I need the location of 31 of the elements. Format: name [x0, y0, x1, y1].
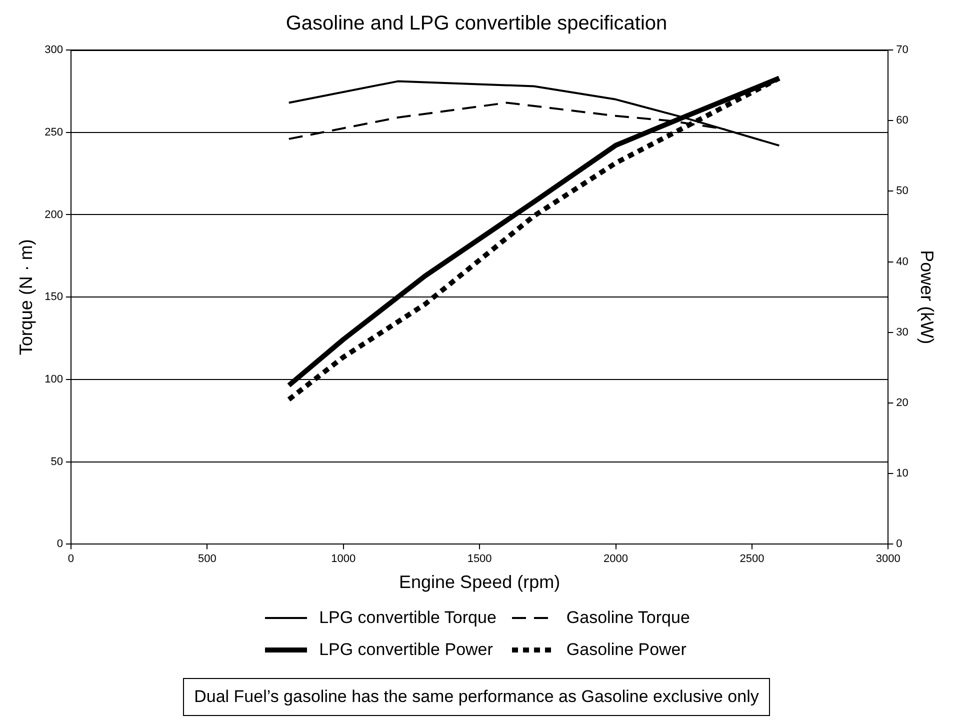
legend-label: Gasoline Torque: [566, 608, 690, 628]
y2-tick-label: 70: [896, 44, 908, 56]
y2-tick-label: 60: [896, 114, 908, 127]
y-tick-label: 300: [44, 44, 63, 56]
legend-label: Gasoline Power: [566, 640, 686, 660]
x-axis-title: Engine Speed (rpm): [399, 572, 560, 592]
chart-title: Gasoline and LPG convertible specification: [286, 12, 668, 35]
y2-tick-label: 30: [896, 326, 908, 338]
y-tick-label: 200: [44, 208, 63, 221]
y-tick-label: 50: [50, 456, 63, 468]
y-tick-label: 150: [44, 291, 63, 304]
y2-tick-label: 50: [896, 185, 908, 198]
x-tick-label: 2500: [740, 552, 764, 565]
legend-label: LPG convertible Torque: [319, 608, 496, 628]
y-tick-label: 0: [56, 538, 63, 550]
x-tick-label: 500: [198, 552, 216, 565]
y-tick-label: 250: [44, 126, 63, 138]
x-tick-label: 1000: [331, 552, 356, 565]
y2-tick-label: 0: [896, 538, 902, 550]
x-tick-label: 0: [68, 552, 74, 565]
x-tick-label: 2000: [604, 552, 628, 565]
y2-tick-label: 10: [896, 468, 908, 480]
y2-tick-label: 20: [896, 397, 908, 410]
y-tick-label: 100: [44, 374, 63, 386]
text: Dual Fuel’s gasoline has the same performance as Gasoline exclusive only: [183, 678, 770, 716]
y-axis-title: Torque (N · m): [16, 239, 36, 356]
x-tick-label: 1500: [467, 552, 492, 565]
legend-label: LPG convertible Power: [319, 640, 493, 660]
y2-tick-label: 40: [896, 256, 908, 268]
y2-axis-title: Power (kW): [917, 250, 938, 344]
x-tick-label: 3000: [876, 552, 900, 565]
